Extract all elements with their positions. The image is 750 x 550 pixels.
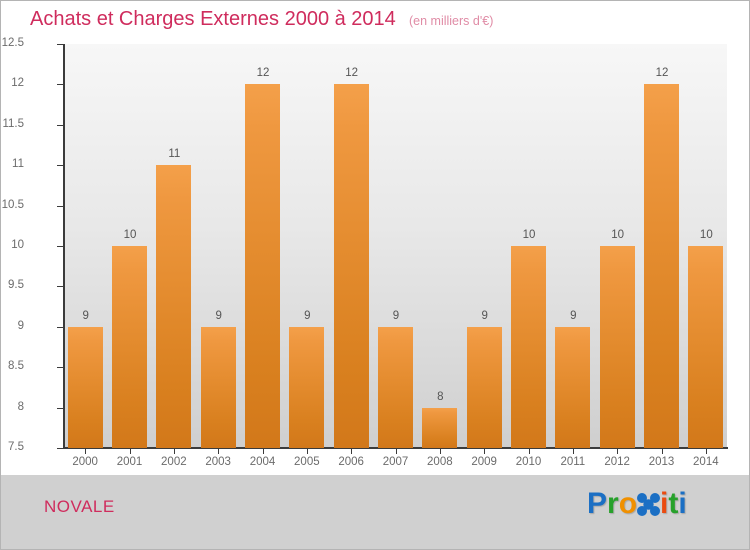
bar-value-label: 9 (215, 309, 222, 322)
bar[interactable] (156, 165, 192, 448)
y-axis-tick (57, 44, 64, 45)
y-axis-label: 12 (11, 77, 24, 90)
logo-letter-4: i (660, 487, 669, 520)
bar[interactable] (555, 326, 591, 448)
y-axis-label: 9 (17, 319, 24, 332)
bar-value-label: 9 (304, 309, 311, 322)
y-axis-label: 11 (12, 158, 24, 171)
x-axis-label: 2000 (72, 456, 98, 468)
x-axis-label: 2006 (338, 456, 364, 468)
plot-frame: 12.5 12 11.5 11 10.5 10 9.5 9 8.5 8 7.5 2000 2001 20… (2, 37, 728, 468)
x-axis-tick (351, 448, 353, 454)
company-name: NOVALE (44, 497, 115, 516)
bar[interactable] (644, 84, 679, 448)
x-axis-tick (306, 448, 308, 454)
x-axis-tick (661, 448, 663, 454)
x-axis-label: 2008 (427, 456, 453, 468)
bar[interactable] (333, 84, 369, 448)
x-axis-tick (85, 448, 87, 454)
bar[interactable] (289, 326, 325, 448)
bar[interactable] (378, 326, 413, 448)
x-axis-tick (173, 448, 175, 454)
chart-footer: NOVALE Pro iti (1, 475, 749, 549)
bar-value-label: 12 (655, 67, 669, 80)
bar[interactable] (112, 246, 147, 448)
bar[interactable] (200, 326, 236, 448)
bar[interactable] (422, 407, 458, 448)
bar-value-label: 9 (570, 309, 577, 322)
y-axis-tick (57, 165, 64, 167)
logo-letter-2: o (618, 487, 638, 520)
x-axis-tick (528, 448, 530, 454)
y-axis-tick (57, 124, 64, 126)
y-axis-label: 10.5 (1, 198, 24, 211)
chart-header: Achats et Charges Externes 2000 à 2014 (… (1, 1, 749, 37)
x-axis-label: 2007 (382, 456, 409, 468)
x-axis-label: 2014 (693, 456, 719, 468)
y-axis-label: 7.5 (8, 441, 24, 453)
bar[interactable] (67, 326, 103, 448)
logo-letter-6: i (678, 487, 687, 520)
bar-value-label: 11 (168, 148, 181, 161)
bar[interactable] (688, 246, 724, 448)
x-axis-tick (218, 448, 220, 454)
y-axis-label: 9.5 (8, 279, 24, 292)
y-axis-tick (57, 326, 64, 328)
y-axis-label: 8.5 (8, 360, 24, 373)
x-axis-label: 2005 (294, 456, 320, 468)
bar-value-label: 12 (345, 67, 359, 80)
x-axis-label: 2001 (116, 456, 143, 468)
bar[interactable] (466, 326, 502, 448)
x-axis-label: 2013 (648, 456, 675, 468)
bar-value-label: 9 (481, 309, 488, 322)
y-axis-tick (57, 367, 64, 369)
x-axis-tick (262, 448, 264, 454)
x-axis-tick (439, 448, 441, 454)
x-axis-tick (705, 448, 707, 454)
x-axis-label: 2003 (205, 456, 231, 468)
x-axis-tick (572, 448, 574, 454)
y-axis-line (63, 44, 65, 449)
bar[interactable] (245, 84, 280, 448)
y-axis-label: 11.5 (2, 117, 24, 130)
y-axis-tick (57, 407, 64, 409)
y-axis-label: 10 (11, 239, 24, 251)
y-axis-tick (57, 84, 64, 86)
bar[interactable] (511, 246, 546, 448)
x-axis-label: 2009 (471, 456, 497, 468)
bar-value-label: 8 (437, 390, 444, 403)
bar-value-label: 10 (611, 229, 625, 241)
bar-value-label: 9 (392, 309, 400, 322)
proxiti-logo[interactable]: Pro iti (587, 487, 687, 521)
x-axis-label: 2002 (161, 456, 187, 468)
x-axis-label: 2010 (515, 456, 542, 468)
page-title: Achats et Charges Externes 2000 à 2014 (30, 8, 396, 30)
y-axis-tick (57, 448, 64, 449)
bar-value-label: 10 (522, 229, 536, 241)
x-axis-label: 2004 (249, 456, 276, 468)
bar-value-label: 10 (123, 229, 137, 241)
y-axis-label: 12.5 (1, 37, 24, 49)
bar-value-label: 10 (699, 229, 713, 241)
bar[interactable] (599, 246, 635, 448)
y-axis-label: 8 (17, 400, 24, 413)
logo-letter-0: P (587, 487, 608, 520)
x-axis-label: 2011 (560, 456, 586, 468)
logo-x-icon (637, 493, 661, 516)
x-axis-tick (617, 448, 619, 454)
x-axis-tick (484, 448, 486, 454)
y-axis-tick (57, 205, 64, 207)
x-axis-label: 2012 (604, 456, 630, 468)
bar-value-label: 12 (256, 67, 270, 80)
y-axis-tick (57, 286, 64, 288)
y-axis-tick (57, 246, 64, 247)
x-axis-tick (129, 448, 131, 454)
x-axis-tick (395, 448, 397, 454)
bar-value-label: 9 (82, 309, 89, 322)
page-subtitle: (en milliers d'€) (409, 14, 494, 28)
logo-letter-1: r (607, 487, 619, 520)
logo-letter-5: t (668, 487, 679, 520)
